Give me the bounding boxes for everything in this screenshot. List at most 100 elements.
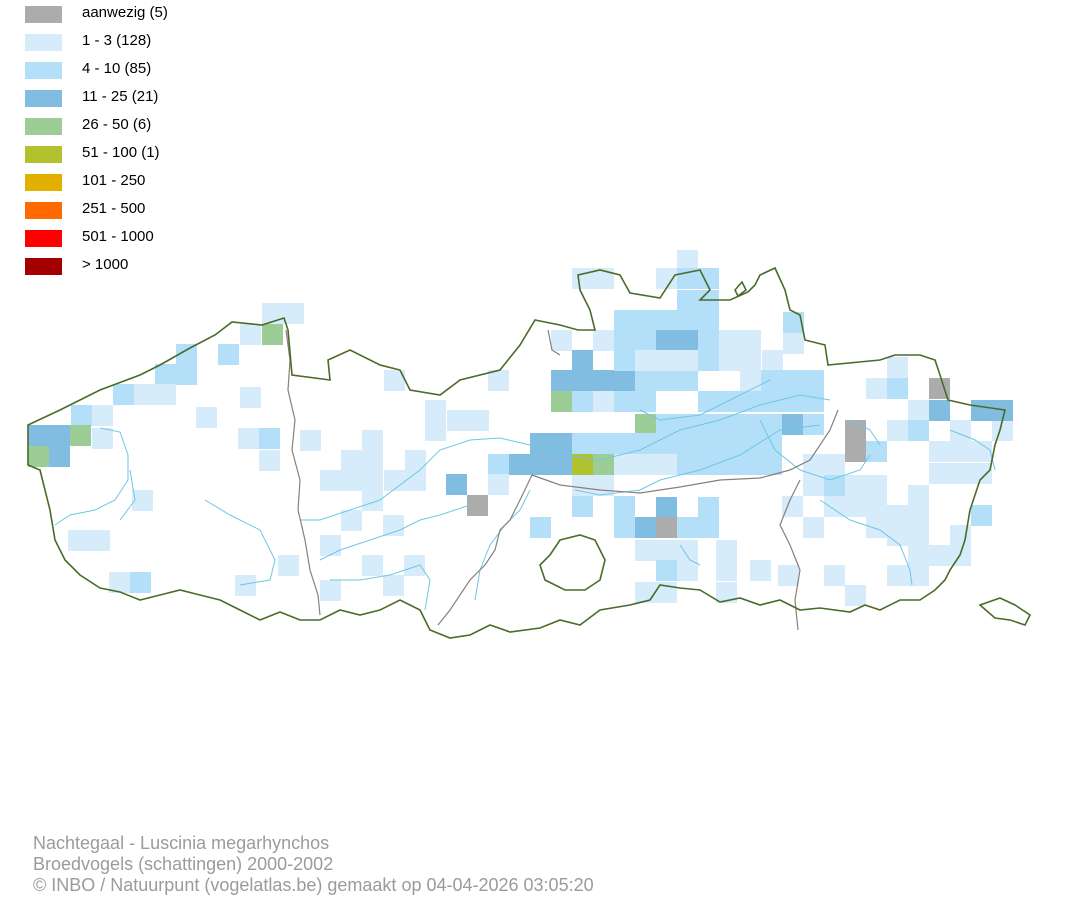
grid-cell bbox=[677, 370, 698, 391]
legend-label: 51 - 100 (1) bbox=[82, 144, 160, 161]
grid-cell bbox=[92, 428, 113, 449]
grid-cell bbox=[719, 391, 740, 412]
legend-item: 501 - 1000 bbox=[25, 228, 325, 258]
grid-cell bbox=[614, 433, 635, 454]
grid-cell bbox=[740, 350, 761, 371]
grid-cell bbox=[530, 454, 551, 475]
grid-cell bbox=[405, 450, 426, 471]
grid-cell bbox=[887, 420, 908, 441]
grid-cell bbox=[887, 357, 908, 378]
legend-item: aanwezig (5) bbox=[25, 4, 325, 34]
grid-cell bbox=[677, 517, 698, 538]
grid-cell bbox=[283, 303, 304, 324]
legend-swatch bbox=[25, 230, 62, 247]
grid-cell bbox=[551, 454, 572, 475]
grid-cell bbox=[908, 565, 929, 586]
grid-cell bbox=[698, 414, 719, 435]
grid-cell bbox=[740, 433, 761, 454]
flanders-border bbox=[27, 266, 1032, 639]
grid-cell bbox=[698, 330, 719, 351]
legend-label: aanwezig (5) bbox=[82, 4, 168, 21]
legend-label: 101 - 250 bbox=[82, 172, 146, 189]
grid-cell bbox=[677, 433, 698, 454]
grid-cell bbox=[635, 391, 656, 412]
grid-cell bbox=[551, 370, 572, 391]
grid-cell bbox=[803, 475, 824, 496]
legend-swatch bbox=[25, 62, 62, 79]
grid-cell bbox=[803, 517, 824, 538]
grid-cell bbox=[887, 525, 908, 546]
grid-cell bbox=[866, 441, 887, 462]
grid-cell bbox=[300, 430, 321, 451]
grid-cell bbox=[614, 330, 635, 351]
legend-item: 51 - 100 (1) bbox=[25, 144, 325, 174]
grid-cell bbox=[887, 505, 908, 526]
grid-cell bbox=[782, 391, 803, 412]
grid-cell bbox=[572, 496, 593, 517]
grid-cell bbox=[677, 560, 698, 581]
grid-cell bbox=[971, 400, 992, 421]
grid-cell bbox=[362, 555, 383, 576]
grid-cell bbox=[656, 560, 677, 581]
grid-cell bbox=[740, 454, 761, 475]
grid-cell bbox=[635, 454, 656, 475]
grid-cell bbox=[677, 310, 698, 331]
grid-cell bbox=[71, 405, 92, 426]
grid-cell bbox=[778, 565, 799, 586]
grid-cell bbox=[530, 433, 551, 454]
grid-cell bbox=[134, 384, 155, 405]
grid-cell bbox=[656, 517, 677, 538]
grid-cell bbox=[845, 475, 866, 496]
grid-cell bbox=[656, 330, 677, 351]
grid-cell bbox=[698, 310, 719, 331]
grid-cell bbox=[929, 378, 950, 399]
grid-cell bbox=[783, 312, 804, 333]
grid-cell bbox=[719, 414, 740, 435]
grid-cell bbox=[824, 496, 845, 517]
grid-cell bbox=[992, 400, 1013, 421]
grid-cell bbox=[320, 580, 341, 601]
copyright-line: © INBO / Natuurpunt (vogelatlas.be) gema… bbox=[33, 875, 594, 895]
grid-cell bbox=[908, 400, 929, 421]
species-title: Nachtegaal - Luscinia megarhynchos bbox=[33, 833, 330, 853]
grid-cell bbox=[908, 485, 929, 506]
grid-cell bbox=[509, 454, 530, 475]
grid-cell bbox=[320, 470, 341, 491]
grid-cell bbox=[614, 496, 635, 517]
grid-cell bbox=[719, 433, 740, 454]
grid-cell bbox=[278, 555, 299, 576]
grid-cell bbox=[383, 575, 404, 596]
grid-cell bbox=[698, 433, 719, 454]
grid-cell bbox=[950, 463, 971, 484]
grid-cell bbox=[740, 414, 761, 435]
grid-cell bbox=[929, 441, 950, 462]
grid-cell bbox=[635, 433, 656, 454]
grid-cell bbox=[235, 575, 256, 596]
grid-cell bbox=[259, 428, 280, 449]
grid-cell bbox=[866, 378, 887, 399]
grid-cell bbox=[447, 410, 468, 431]
grid-cell bbox=[908, 525, 929, 546]
grid-cell bbox=[866, 475, 887, 496]
grid-cell bbox=[92, 405, 113, 426]
grid-cell bbox=[551, 330, 572, 351]
grid-cell bbox=[614, 310, 635, 331]
map-caption: Nachtegaal - Luscinia megarhynchos Broed… bbox=[33, 833, 594, 896]
grid-cell bbox=[28, 446, 49, 467]
grid-cell bbox=[176, 364, 197, 385]
grid-cell bbox=[467, 495, 488, 516]
grid-cell bbox=[677, 250, 698, 271]
legend-label: 11 - 25 (21) bbox=[82, 88, 159, 105]
grid-cell bbox=[362, 470, 383, 491]
grid-cell bbox=[383, 515, 404, 536]
grid-cell bbox=[572, 454, 593, 475]
grid-cell bbox=[593, 433, 614, 454]
grid-cell bbox=[908, 420, 929, 441]
grid-cell bbox=[132, 490, 153, 511]
grid-cell bbox=[740, 330, 761, 351]
grid-cell bbox=[425, 420, 446, 441]
legend-item: 251 - 500 bbox=[25, 200, 325, 230]
grid-cell bbox=[698, 391, 719, 412]
rivers bbox=[54, 379, 996, 611]
grid-cell bbox=[113, 384, 134, 405]
